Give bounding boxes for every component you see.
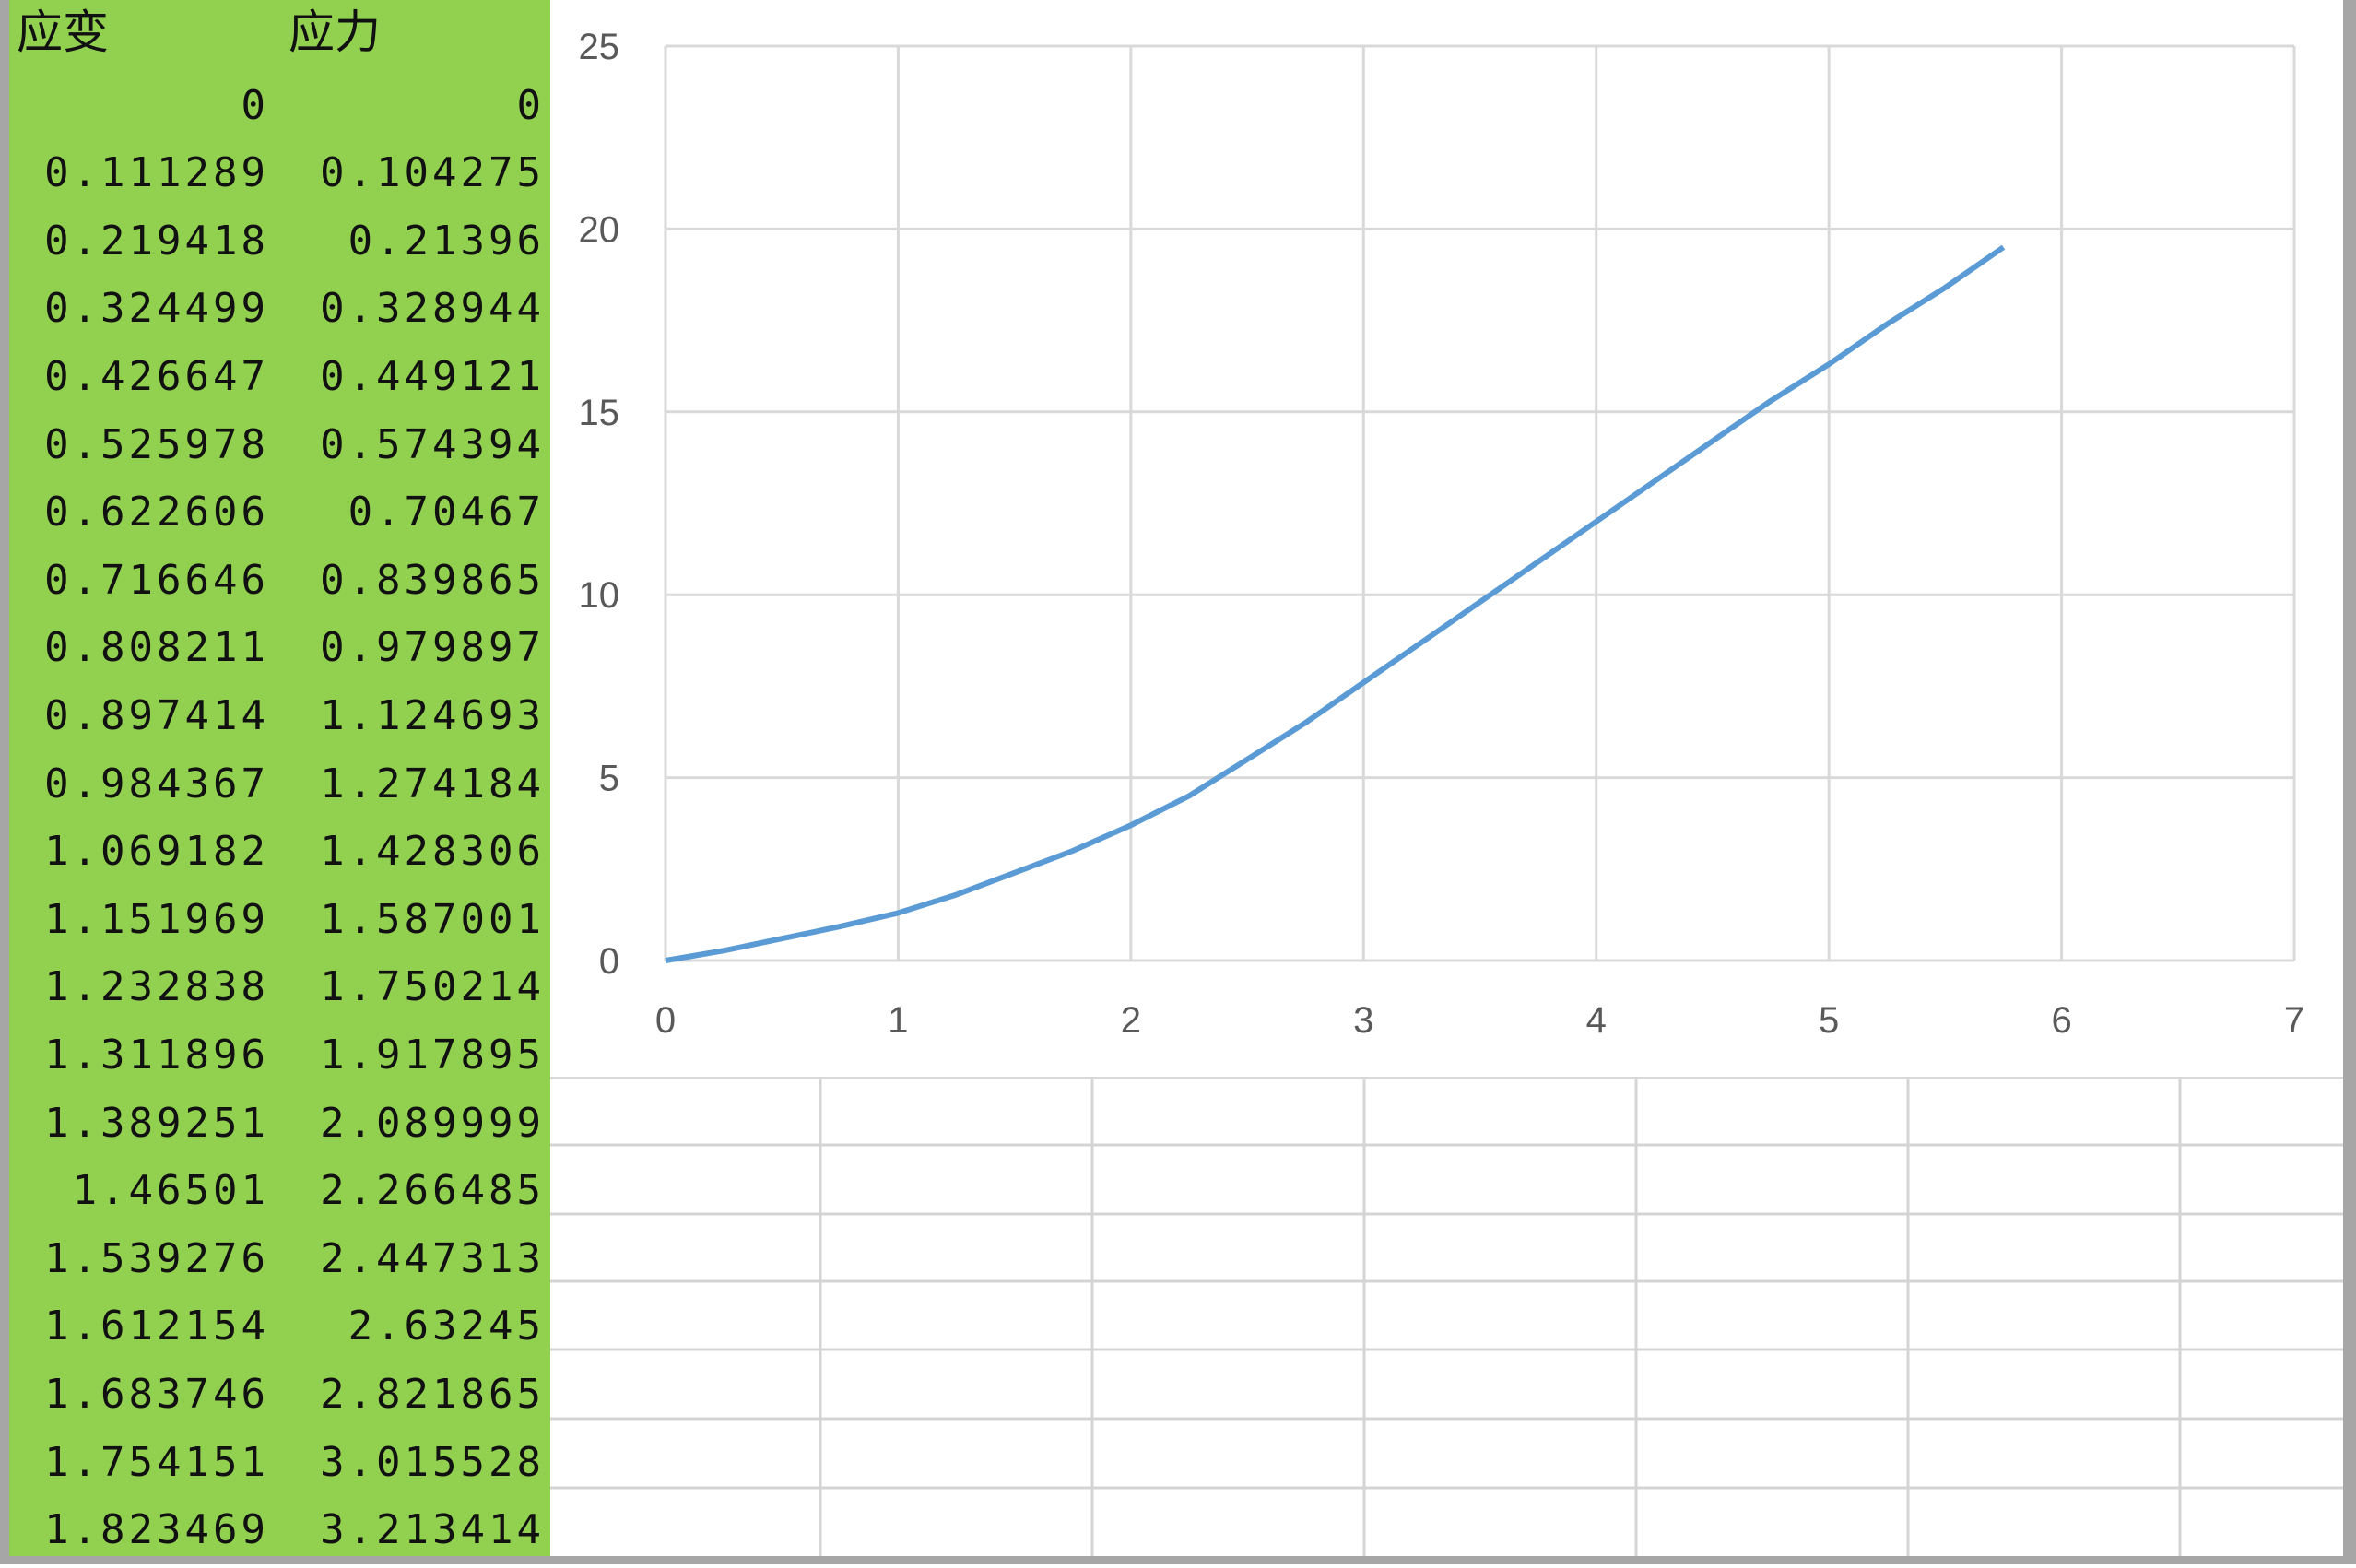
stress-cell[interactable]: 2.089999 bbox=[320, 1099, 545, 1147]
strain-cell[interactable]: 0.716646 bbox=[44, 556, 269, 604]
table-row: 1.612154 2.63245 bbox=[9, 1289, 550, 1357]
strain-cell[interactable]: 1.389251 bbox=[44, 1099, 269, 1147]
table-row: 1.539276 2.447313 bbox=[9, 1221, 550, 1290]
stress-cell[interactable]: 3.213414 bbox=[320, 1506, 545, 1554]
table-row: 0.808211 0.979897 bbox=[9, 610, 550, 678]
stress-cell[interactable]: 0.979897 bbox=[320, 624, 545, 672]
stress-cell[interactable]: 1.917895 bbox=[320, 1032, 545, 1079]
x-tick-label: 3 bbox=[1353, 1000, 1373, 1041]
strain-cell[interactable]: 1.683746 bbox=[44, 1371, 269, 1418]
x-tick-label: 5 bbox=[1819, 1000, 1839, 1041]
table-row: 0.622606 0.70467 bbox=[9, 475, 550, 543]
x-tick-label: 1 bbox=[888, 1000, 908, 1041]
window-right-border bbox=[2343, 0, 2356, 1564]
stress-cell[interactable]: 1.750214 bbox=[320, 963, 545, 1011]
strain-cell[interactable]: 1.311896 bbox=[44, 1032, 269, 1079]
stress-cell[interactable]: 0.574394 bbox=[320, 420, 545, 468]
table-row: 1.683746 2.821865 bbox=[9, 1357, 550, 1425]
strain-cell[interactable]: 0.426647 bbox=[44, 353, 269, 400]
x-tick-label: 4 bbox=[1586, 1000, 1607, 1041]
table-row: 1.151969 1.587001 bbox=[9, 882, 550, 950]
stress-strain-chart[interactable]: 0 5 10 15 20 25 0 1 2 3 4 5 6 7 bbox=[550, 0, 2343, 1079]
stress-cell[interactable]: 2.447313 bbox=[320, 1234, 545, 1282]
x-tick-label: 7 bbox=[2284, 1000, 2304, 1041]
strain-cell[interactable]: 0.525978 bbox=[44, 420, 269, 468]
y-tick-label: 10 bbox=[579, 575, 620, 616]
empty-sheet-cells[interactable] bbox=[550, 1077, 2343, 1556]
table-row: 0.219418 0.21396 bbox=[9, 204, 550, 272]
strain-cell[interactable]: 1.754151 bbox=[44, 1438, 269, 1486]
x-tick-label: 6 bbox=[2051, 1000, 2071, 1041]
stress-cell[interactable]: 1.587001 bbox=[320, 895, 545, 943]
table-row: 1.823469 3.213414 bbox=[9, 1492, 550, 1561]
stress-cell[interactable]: 1.428306 bbox=[320, 828, 545, 876]
stress-cell[interactable]: 0.839865 bbox=[320, 556, 545, 604]
chart-svg: 0 5 10 15 20 25 0 1 2 3 4 5 6 7 bbox=[579, 27, 2305, 1041]
strain-cell[interactable]: 1.823469 bbox=[44, 1506, 269, 1554]
table-row: 0.111289 0.104275 bbox=[9, 136, 550, 204]
window-bottom-border bbox=[0, 1556, 2356, 1564]
table-row: 0.897414 1.124693 bbox=[9, 678, 550, 747]
y-tick-label: 15 bbox=[579, 393, 620, 433]
table-row: 1.754151 3.015528 bbox=[9, 1425, 550, 1493]
stress-cell[interactable]: 0.70467 bbox=[348, 489, 545, 536]
strain-cell[interactable]: 0.897414 bbox=[44, 692, 269, 739]
strain-cell[interactable]: 0.111289 bbox=[44, 149, 269, 197]
stress-cell[interactable]: 0.104275 bbox=[320, 149, 545, 197]
header-strain[interactable]: 应变 bbox=[17, 6, 109, 59]
y-tick-label: 20 bbox=[579, 209, 620, 250]
table-row: 0.716646 0.839865 bbox=[9, 543, 550, 611]
table-row: 1.069182 1.428306 bbox=[9, 814, 550, 882]
header-stress[interactable]: 应力 bbox=[289, 6, 381, 59]
strain-cell[interactable]: 1.232838 bbox=[44, 963, 269, 1011]
table-row: 0.426647 0.449121 bbox=[9, 339, 550, 407]
window-left-border bbox=[0, 0, 9, 1564]
stress-cell[interactable]: 3.015528 bbox=[320, 1438, 545, 1486]
stress-cell[interactable]: 2.266485 bbox=[320, 1167, 545, 1215]
strain-cell[interactable]: 1.46501 bbox=[72, 1167, 269, 1215]
y-tick-label: 25 bbox=[579, 27, 620, 67]
x-tick-label: 0 bbox=[655, 1000, 676, 1041]
stress-cell[interactable]: 0.328944 bbox=[320, 285, 545, 333]
y-tick-label: 0 bbox=[599, 941, 619, 982]
strain-cell[interactable]: 0.219418 bbox=[44, 217, 269, 265]
strain-cell[interactable]: 1.612154 bbox=[44, 1303, 269, 1350]
stress-cell[interactable]: 0 bbox=[516, 81, 545, 129]
stress-cell[interactable]: 1.274184 bbox=[320, 760, 545, 808]
table-header-row: 应变 应力 bbox=[9, 0, 550, 68]
table-row: 0.525978 0.574394 bbox=[9, 407, 550, 476]
stress-cell[interactable]: 1.124693 bbox=[320, 692, 545, 739]
y-tick-label: 5 bbox=[599, 759, 619, 799]
strain-cell[interactable]: 0.324499 bbox=[44, 285, 269, 333]
strain-cell[interactable]: 0.808211 bbox=[44, 624, 269, 672]
strain-cell[interactable]: 1.539276 bbox=[44, 1234, 269, 1282]
series-line bbox=[665, 244, 2006, 963]
stress-cell[interactable]: 0.449121 bbox=[320, 353, 545, 400]
strain-stress-table: 应变 应力 0 0 0.111289 0.104275 0.219418 0.21396 0… bbox=[9, 0, 550, 1556]
table-row: 1.311896 1.917895 bbox=[9, 1018, 550, 1086]
table-row: 1.232838 1.750214 bbox=[9, 949, 550, 1018]
strain-cell[interactable]: 0.622606 bbox=[44, 489, 269, 536]
x-tick-label: 2 bbox=[1121, 1000, 1141, 1041]
stress-cell[interactable]: 2.821865 bbox=[320, 1371, 545, 1418]
stress-cell[interactable]: 0.21396 bbox=[348, 217, 545, 265]
strain-cell[interactable]: 1.151969 bbox=[44, 895, 269, 943]
table-row: 0.984367 1.274184 bbox=[9, 747, 550, 815]
table-row: 1.389251 2.089999 bbox=[9, 1086, 550, 1154]
strain-cell[interactable]: 1.069182 bbox=[44, 828, 269, 876]
table-row: 0.324499 0.328944 bbox=[9, 271, 550, 339]
table-row: 1.46501 2.266485 bbox=[9, 1153, 550, 1221]
stress-cell[interactable]: 2.63245 bbox=[348, 1303, 545, 1350]
strain-cell[interactable]: 0.984367 bbox=[44, 760, 269, 808]
strain-cell[interactable]: 0 bbox=[241, 81, 269, 129]
